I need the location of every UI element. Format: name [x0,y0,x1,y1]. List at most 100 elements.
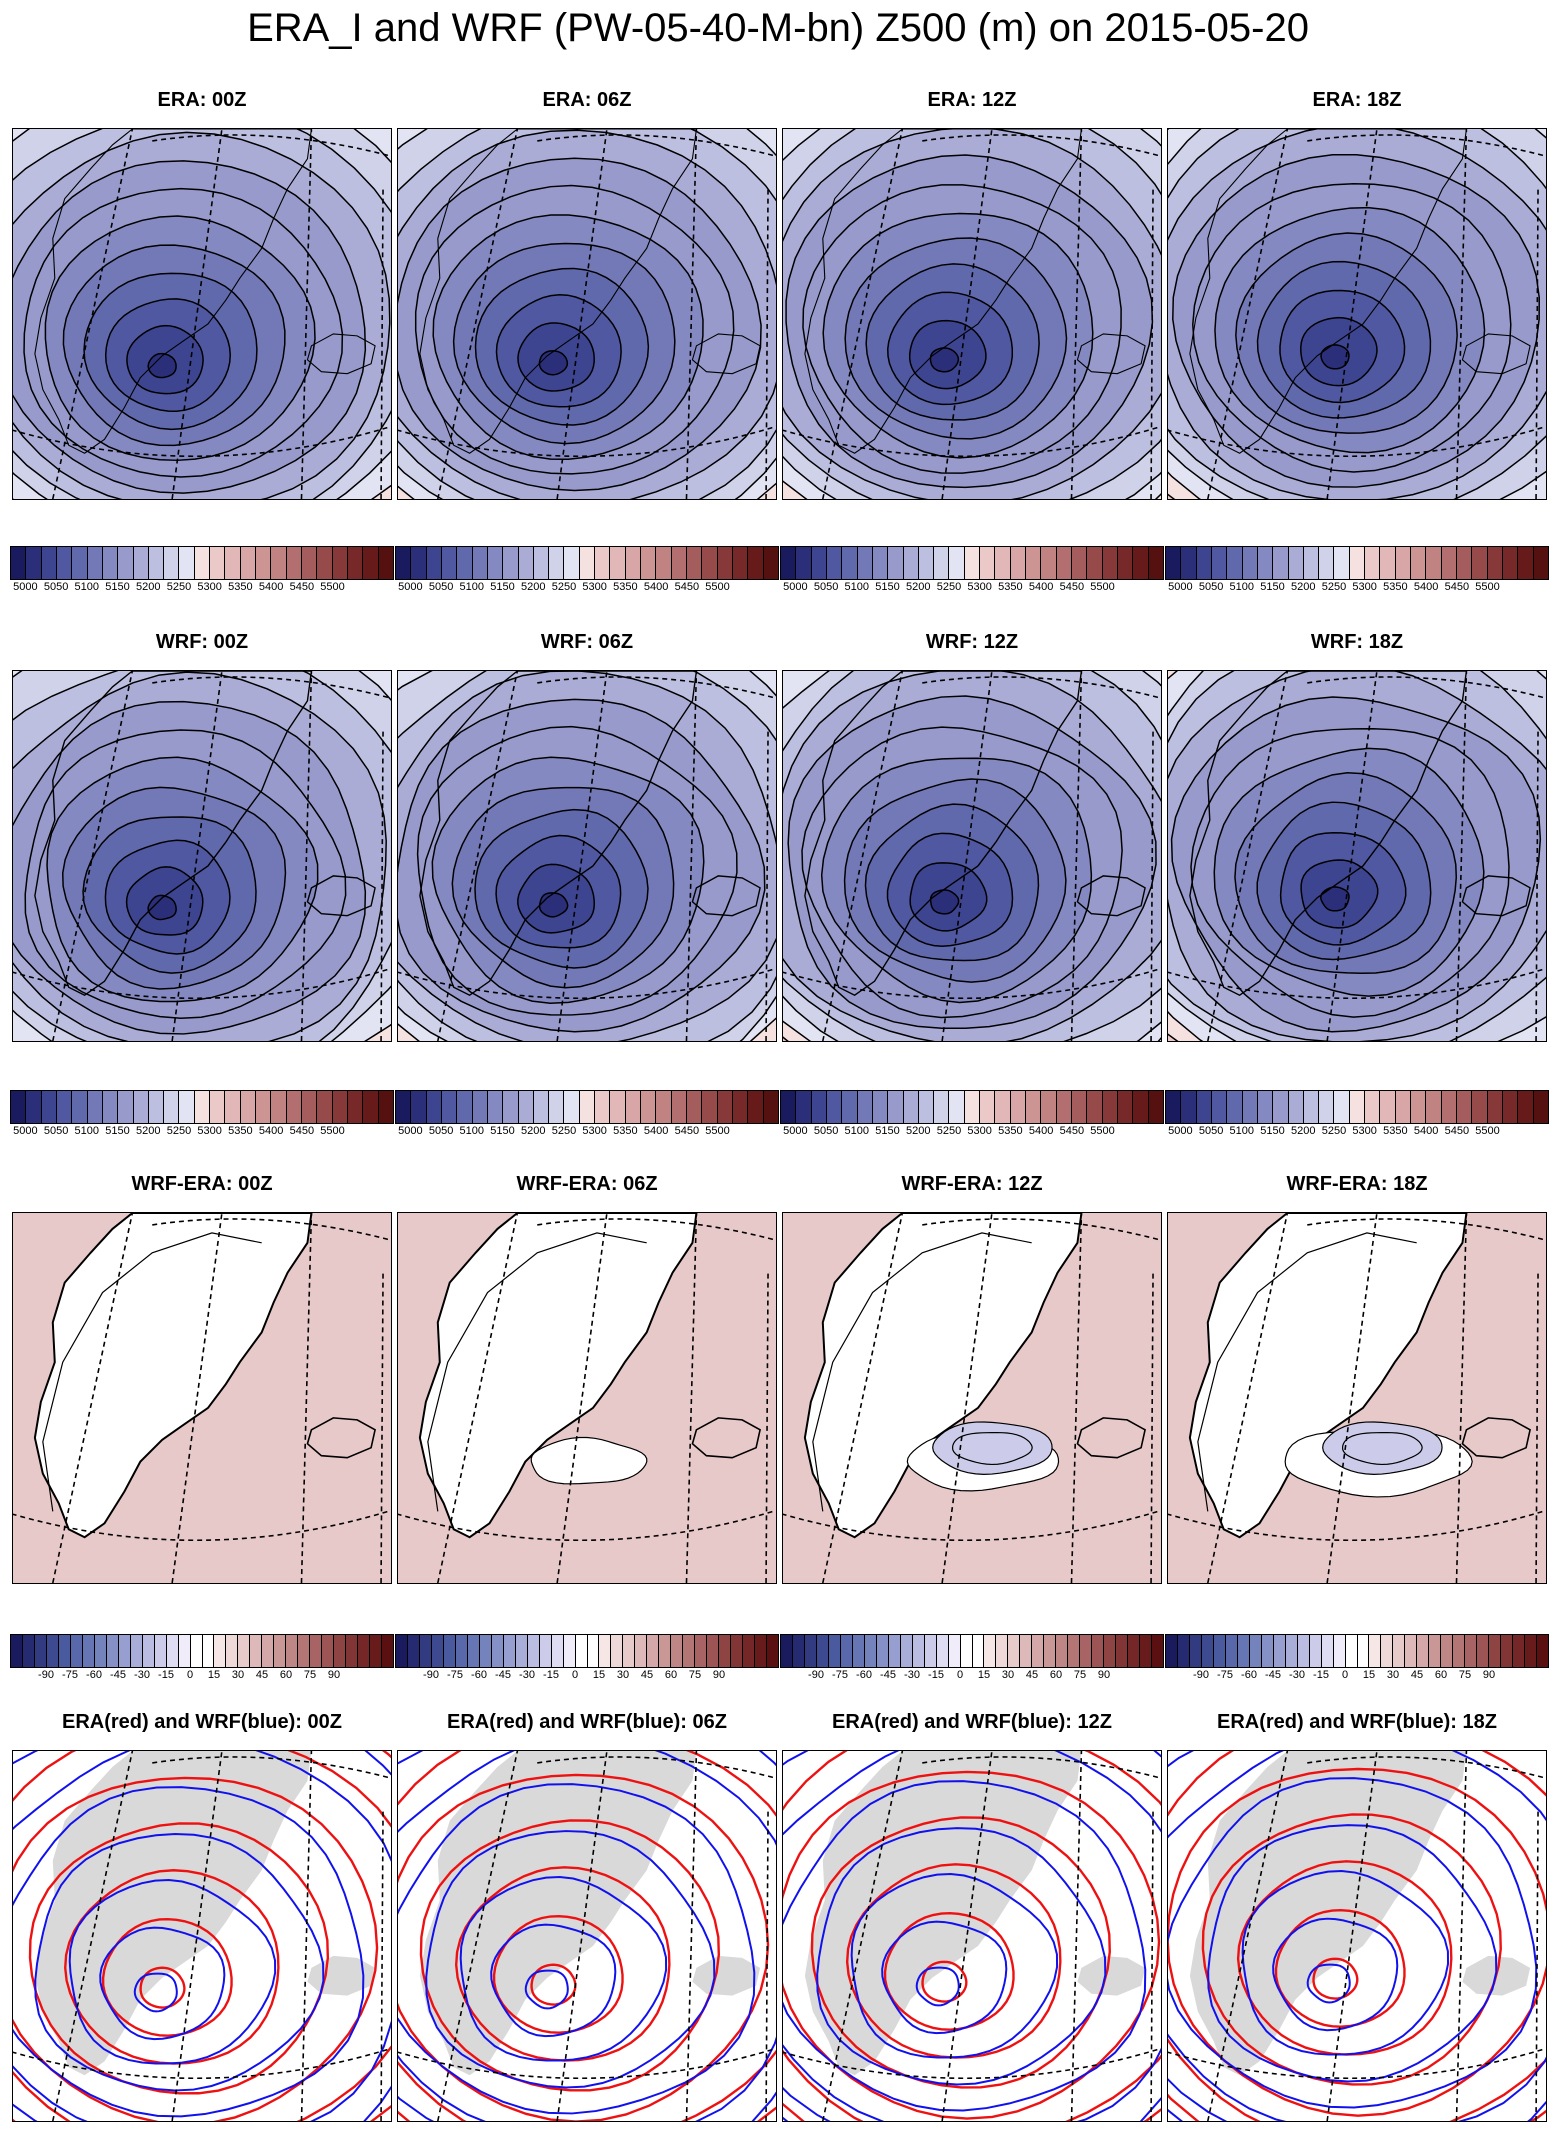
colorbar-swatch [1472,1091,1488,1123]
colorbar-swatch [256,1091,272,1123]
colorbar-swatch [1117,547,1134,579]
colorbar-swatch [1196,547,1212,579]
overlay-contour-map [1168,1751,1546,2121]
colorbar-swatch [286,1635,299,1667]
colorbar-swatch [1087,547,1103,579]
colorbar-swatch [72,1091,88,1123]
colorbar-swatch [240,547,256,579]
colorbar-swatch [659,1635,672,1667]
colorbar-label: -45 [110,1669,126,1681]
colorbar-swatch [1071,547,1088,579]
colorbar-swatch [1056,1635,1069,1667]
colorbar-swatch [94,1635,107,1667]
colorbar-label: 75 [303,1669,317,1681]
colorbar-label: 5450 [289,1125,315,1137]
colorbar-swatch [972,1635,985,1667]
colorbar-swatch [1242,1091,1258,1123]
colorbar-swatch [683,1635,696,1667]
colorbar-label: 5250 [936,1125,962,1137]
colorbar-label: 5400 [643,581,669,593]
colorbar-label: 90 [327,1669,341,1681]
colorbar-swatch [1487,1091,1503,1123]
colorbar-swatch [178,1635,191,1667]
colorbar-swatch [595,1091,611,1123]
colorbar-swatch [707,1635,720,1667]
colorbar-swatch [194,1091,211,1123]
colorbar-swatch [1237,1635,1250,1667]
colorbar-label: 5000 [13,1125,38,1137]
colorbar-label: -15 [543,1669,559,1681]
colorbar-swatch [743,1635,756,1667]
colorbar-label: 60 [279,1669,293,1681]
colorbar-swatch [1257,547,1274,579]
colorbar-swatch [1441,1635,1454,1667]
colorbar-swatch [225,1091,241,1123]
colorbar-swatch [1417,1635,1430,1667]
colorbar-swatch [1426,547,1442,579]
colorbar-swatch [240,1091,256,1123]
colorbar-swatch [888,1635,901,1667]
colorbar-swatch [301,547,318,579]
colorbar-label: 5050 [813,1125,839,1137]
colorbar: -90 -75 -60 -45 -30 -15 0 15 30 45 60 75 90 [10,1634,394,1684]
colorbar-swatch [563,1635,576,1667]
colorbar-label: -90 [808,1669,824,1681]
colorbar-swatch [214,1635,227,1667]
colorbar-label: -15 [1313,1669,1329,1681]
colorbar-label: 5400 [258,581,284,593]
colorbar-swatch [763,547,778,579]
colorbar-swatch [271,547,287,579]
colorbar-swatch [888,1091,904,1123]
panel-title: WRF: 00Z [155,631,249,653]
panel-title: WRF: 06Z [540,631,634,653]
colorbar-swatch [363,547,379,579]
colorbar-swatch [611,1635,624,1667]
colorbar-swatch [539,1635,552,1667]
colorbar-swatch [411,547,427,579]
colorbar-swatch [11,1635,23,1667]
colorbar-swatch [1525,1635,1538,1667]
colorbar-swatch [133,1091,149,1123]
overlay-contour-map [13,1751,391,2121]
colorbar-swatch [732,1091,749,1123]
colorbar-swatch [1196,1091,1212,1123]
colorbar-swatch [781,547,797,579]
colorbar: 5000 5050 5100 5150 5200 5250 5300 5350 5400 5450… [1165,1090,1549,1140]
colorbar-swatch [876,1635,889,1667]
panel-title: ERA(red) and WRF(blue): 00Z [62,1711,342,1733]
colorbar-label: 5450 [1444,581,1470,593]
colorbar-swatch [142,1635,155,1667]
colorbar-swatch [347,1091,364,1123]
colorbar-label: 5000 [1168,581,1193,593]
colorbar: -90 -75 -60 -45 -30 -15 0 15 30 45 60 75 90 [1165,1634,1549,1684]
colorbar-swatch [641,547,657,579]
colorbar-swatch [888,547,904,579]
colorbar-swatch [635,1635,648,1667]
colorbar-swatch [934,1091,950,1123]
colorbar-swatch [1487,547,1503,579]
colorbar-label: -90 [38,1669,54,1681]
colorbar-swatch [1102,547,1118,579]
colorbar-swatch [256,547,272,579]
colorbar-label: 5200 [135,1125,161,1137]
colorbar-swatch [641,1091,657,1123]
colorbar-label: -30 [904,1669,920,1681]
colorbar-label: 0 [956,1669,964,1681]
colorbar-swatch [719,1635,732,1667]
colorbar-swatch [964,547,981,579]
colorbar-swatch [671,547,687,579]
colorbar-swatch [934,547,950,579]
colorbar-swatch [717,547,733,579]
colorbar-swatch [804,1635,817,1667]
diff-map-panel [782,1212,1162,1584]
colorbar-swatch [503,1091,519,1123]
colorbar-swatch [984,1635,997,1667]
colorbar-swatch [1273,1635,1286,1667]
colorbar-swatch [610,1091,626,1123]
colorbar-label: 5500 [320,581,345,593]
colorbar-swatch [503,547,519,579]
colorbar-swatch [1477,1635,1490,1667]
colorbar-swatch [533,547,550,579]
era-contour-map [398,129,776,499]
diff-contour-map [13,1213,391,1583]
